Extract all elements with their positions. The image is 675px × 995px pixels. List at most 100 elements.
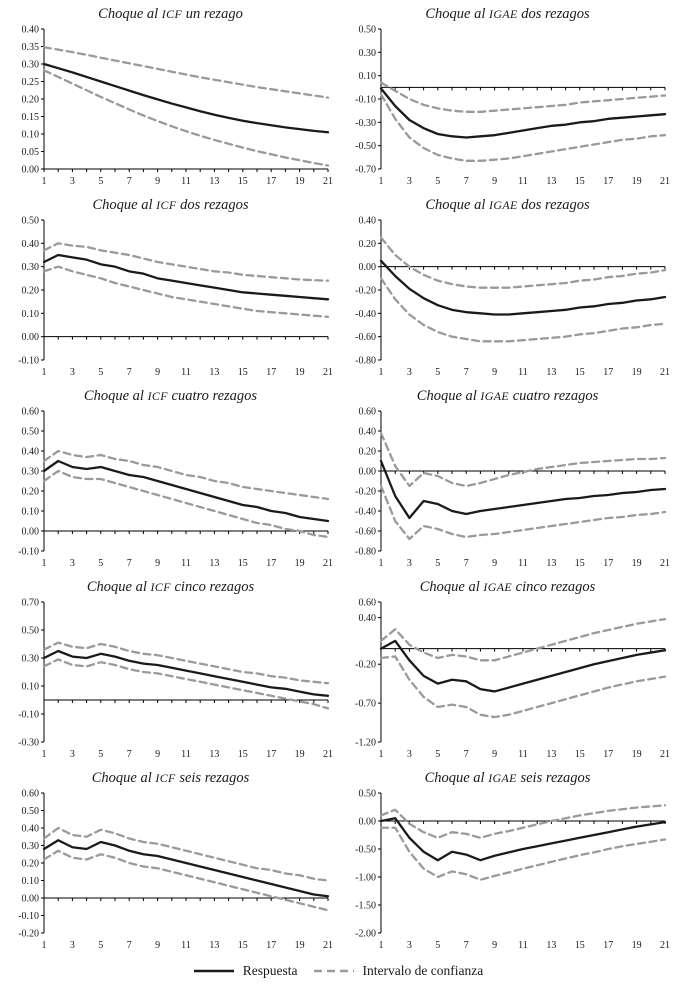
- chart-panel: Choque al ICF cuatro rezagos 0.60 0.50 0.40…: [4, 384, 337, 573]
- x-tick-label: 5: [435, 558, 440, 569]
- x-tick-label: 3: [406, 940, 411, 951]
- x-tick-label: 13: [209, 176, 219, 187]
- chart-canvas: 0.600.500.400.300.200.100.00-0.10-0.201 3…: [18, 789, 333, 952]
- respuesta-line: [42, 459, 329, 523]
- y-tick-label: 0.10: [21, 682, 39, 693]
- x-tick-label: 17: [603, 940, 613, 951]
- x-tick-label: 15: [574, 749, 584, 760]
- y-tick-label: 0.70: [21, 598, 39, 609]
- chart-panel: Choque al IGAE dos rezagos 0.40 0.20 0.00 -0…: [341, 193, 674, 382]
- chart-title: Choque al ICF dos rezagos: [4, 193, 337, 214]
- y-tick-label: 0.00: [21, 332, 39, 343]
- y-tick-label: -0.70: [355, 699, 376, 710]
- y-tick-label: 0.00: [21, 527, 39, 538]
- x-tick-label: 13: [546, 176, 556, 187]
- intervalo-line-sample: [313, 969, 354, 973]
- x-tick-label: 15: [237, 558, 247, 569]
- chart-title-suffix: dos rezagos: [517, 6, 590, 22]
- x-tick-label: 9: [492, 749, 497, 760]
- x-tick-label: 3: [69, 367, 74, 378]
- y-tick-label: -0.40: [355, 309, 376, 320]
- chart-title-suffix: cuatro rezagos: [167, 388, 258, 404]
- x-tick-label: 17: [603, 749, 613, 760]
- y-tick-label: 0.40: [21, 447, 39, 458]
- x-tick-label: 3: [406, 749, 411, 760]
- respuesta-line: [379, 87, 666, 139]
- x-tick-label: 21: [323, 940, 333, 951]
- x-tick-label: 11: [518, 940, 528, 951]
- ci-upper-line: [379, 81, 666, 113]
- x-tick-label: 11: [181, 558, 191, 569]
- chart-title-acronym: ICF: [161, 7, 183, 21]
- y-tick-label: 0.30: [21, 60, 39, 71]
- x-tick-label: 15: [574, 367, 584, 378]
- x-tick-label: 11: [518, 558, 528, 569]
- ci-lower-line: [379, 826, 666, 881]
- chart-title-prefix: Choque al: [416, 388, 481, 404]
- y-tick-label: -0.10: [355, 95, 376, 106]
- chart-canvas: 0.600.40-0.20-0.70-1.201 3 5 7 9 11 13 15 17 19 21: [355, 598, 670, 761]
- ci-lower-line: [379, 277, 666, 343]
- y-tick-label: -0.10: [18, 356, 39, 367]
- y-tick-label: 0.10: [21, 876, 39, 887]
- chart-title-acronym: IGAE: [488, 771, 517, 785]
- x-tick-label: 1: [41, 367, 46, 378]
- ci-upper-line: [42, 46, 329, 99]
- y-tick-label: 0.00: [21, 894, 39, 905]
- x-tick-label: 3: [69, 558, 74, 569]
- y-tick-label: 0.50: [21, 216, 39, 227]
- y-tick-label: 0.35: [21, 42, 39, 53]
- y-tick-label: 0.10: [21, 309, 39, 320]
- y-tick-label: -1.00: [355, 873, 376, 884]
- y-tick-label: 0.40: [21, 239, 39, 250]
- ci-lower-line: [379, 93, 666, 162]
- chart-canvas: 0.700.500.300.10-0.10-0.301 3 5 7 9 11 13 15 17 1…: [18, 598, 333, 761]
- chart-canvas: 0.500.400.300.200.100.00-0.101 3 5 7 9 11 13 15…: [18, 216, 333, 379]
- y-tick-label: -0.30: [355, 118, 376, 129]
- chart-title-suffix: cuatro rezagos: [509, 388, 599, 404]
- chart-title-acronym: ICF: [147, 389, 168, 403]
- x-tick-label: 21: [323, 367, 333, 378]
- y-tick-label: -0.60: [355, 527, 376, 538]
- x-tick-label: 15: [574, 176, 584, 187]
- ci-lower-line: [42, 265, 329, 318]
- legend-label-respuesta: Respuesta: [242, 963, 298, 978]
- x-tick-label: 13: [546, 749, 556, 760]
- x-tick-label: 11: [518, 749, 528, 760]
- y-tick-label: -1.20: [355, 738, 376, 749]
- x-tick-label: 17: [603, 558, 613, 569]
- chart-panel: Choque al IGAE dos rezagos 0.50 0.30 0.10 -0…: [341, 2, 674, 191]
- ci-upper-line: [42, 449, 329, 501]
- x-tick-label: 13: [209, 367, 219, 378]
- chart-canvas: 0.500.00-0.50-1.00-1.50-2.001 3 5 7 9 11 13 15 1…: [355, 789, 670, 952]
- y-tick-label: -0.50: [355, 845, 376, 856]
- ci-upper-line: [379, 431, 666, 488]
- chart-title-acronym: IGAE: [483, 580, 513, 594]
- y-tick-label: 0.50: [21, 626, 39, 637]
- chart-title: Choque al IGAE cuatro rezagos: [341, 384, 674, 405]
- x-tick-label: 21: [323, 176, 333, 187]
- x-tick-label: 9: [155, 367, 160, 378]
- y-tick-label: 0.00: [21, 165, 39, 176]
- chart-title: Choque al IGAE cinco rezagos: [341, 575, 674, 596]
- y-tick-label: 0.40: [21, 25, 39, 36]
- x-tick-label: 15: [237, 749, 247, 760]
- x-tick-label: 9: [155, 558, 160, 569]
- x-tick-label: 1: [41, 940, 46, 951]
- x-tick-label: 1: [378, 558, 383, 569]
- x-tick-label: 11: [181, 940, 191, 951]
- x-tick-label: 7: [463, 176, 468, 187]
- y-tick-label: 0.00: [358, 817, 376, 828]
- chart-title-prefix: Choque al: [425, 197, 489, 213]
- ci-lower-line: [42, 849, 329, 912]
- y-tick-label: 0.50: [358, 25, 376, 36]
- y-tick-label: 0.00: [358, 262, 376, 273]
- chart-title-suffix: seis rezagos: [175, 770, 250, 786]
- y-tick-label: -2.00: [355, 929, 376, 940]
- chart-title: Choque al ICF cinco rezagos: [4, 575, 337, 596]
- ci-upper-line: [42, 242, 329, 282]
- ci-lower-line: [42, 658, 329, 710]
- x-tick-label: 1: [378, 749, 383, 760]
- chart-title-prefix: Choque al: [424, 770, 489, 786]
- x-tick-label: 9: [492, 367, 497, 378]
